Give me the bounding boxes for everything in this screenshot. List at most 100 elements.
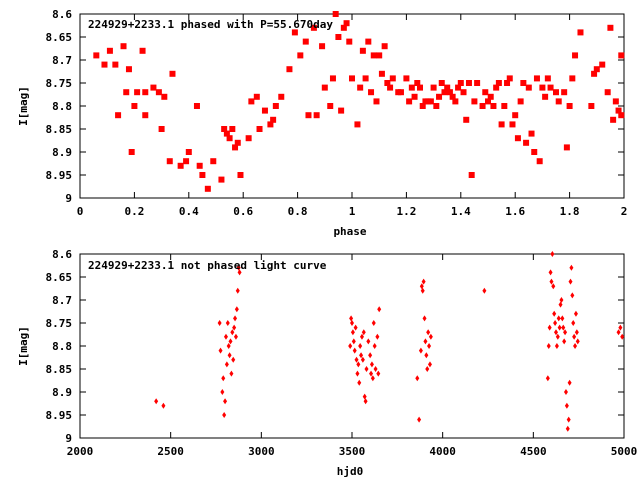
data-point <box>313 112 320 119</box>
data-point <box>542 93 549 100</box>
unphased-x-tick-label: 3000 <box>248 445 275 458</box>
data-point <box>120 43 127 50</box>
data-point <box>221 126 228 132</box>
data-point <box>562 338 567 345</box>
data-point <box>425 366 430 372</box>
data-point <box>373 366 378 372</box>
unphased-y-tick-label: 8.85 <box>46 363 73 376</box>
data-point <box>123 89 130 96</box>
unphased-x-tick-label: 4500 <box>520 445 547 458</box>
data-point <box>573 310 578 317</box>
data-point <box>229 370 234 377</box>
data-point <box>561 89 568 96</box>
data-point <box>563 329 568 336</box>
data-point <box>340 24 347 31</box>
data-point <box>426 329 431 336</box>
data-point <box>228 338 233 345</box>
data-point <box>142 112 149 119</box>
unphased-x-tick-label: 2000 <box>67 445 94 458</box>
data-point <box>335 34 342 40</box>
data-point <box>577 29 584 36</box>
data-point <box>366 338 371 345</box>
data-point <box>415 375 420 382</box>
phased-x-tick-label: 2 <box>621 205 628 218</box>
data-point <box>528 130 535 137</box>
phased-x-tick-label: 0.2 <box>124 205 144 218</box>
data-point <box>618 324 623 331</box>
data-point <box>253 93 260 100</box>
data-point <box>363 398 368 405</box>
data-point <box>377 306 382 313</box>
data-point <box>150 84 157 91</box>
data-point <box>261 107 268 114</box>
data-point <box>346 38 353 45</box>
phased-chart-title: 224929+2233.1 phased with P=55.670day <box>88 18 333 31</box>
data-point <box>570 292 575 299</box>
data-point <box>482 89 489 96</box>
data-point <box>223 130 230 137</box>
phased-y-tick-label: 8.9 <box>52 146 72 159</box>
data-point <box>545 375 550 382</box>
unphased-ticks <box>79 253 625 439</box>
data-point <box>620 333 625 340</box>
data-point <box>372 343 377 349</box>
data-point <box>438 80 445 86</box>
unphased-y-tick-label: 8.6 <box>52 248 72 261</box>
data-point <box>357 84 364 91</box>
data-point <box>236 264 241 271</box>
data-point <box>256 126 263 132</box>
phased-y-tick-label: 8.7 <box>52 54 72 67</box>
data-point <box>362 75 369 82</box>
data-point <box>369 361 374 368</box>
unphased-y-tick-label: 8.8 <box>52 340 72 353</box>
data-point <box>457 80 464 86</box>
data-point <box>558 301 563 308</box>
data-point <box>321 84 328 91</box>
data-point <box>368 89 375 96</box>
data-point <box>422 315 427 322</box>
data-point <box>553 89 559 96</box>
data-point <box>572 52 579 59</box>
data-point <box>368 352 373 359</box>
data-point <box>504 80 511 86</box>
data-point <box>225 320 230 326</box>
unphased-y-tick-label: 8.95 <box>46 409 73 422</box>
data-point <box>533 75 540 82</box>
data-point <box>158 126 165 132</box>
data-point <box>509 121 516 128</box>
data-point <box>428 333 433 340</box>
data-point <box>185 149 192 155</box>
phased-y-tick-label: 8.95 <box>46 169 73 182</box>
data-point <box>568 278 573 285</box>
data-point <box>567 379 572 386</box>
data-point <box>348 343 353 349</box>
data-point <box>555 333 560 340</box>
data-point <box>297 52 304 59</box>
data-point <box>418 347 423 354</box>
data-point <box>561 324 566 331</box>
unphased-y-tick-label: 8.9 <box>52 386 72 399</box>
data-point <box>556 315 561 322</box>
data-point <box>569 75 576 82</box>
data-point <box>547 324 552 331</box>
data-point <box>245 135 252 142</box>
data-point <box>551 283 556 290</box>
unphased-light-curve-panel: 2000 2500 3000 3500 4000 4500 5000 8.6 8.65 8.7 8.… <box>17 248 637 478</box>
data-point <box>131 103 138 109</box>
data-point <box>355 370 360 377</box>
phased-x-tick-label: 0.4 <box>179 205 199 218</box>
phased-x-tick-label: 1.2 <box>396 205 416 218</box>
data-point <box>155 89 162 96</box>
data-point <box>210 158 217 165</box>
data-point <box>270 116 277 123</box>
phased-x-tick-label: 1 <box>349 205 356 218</box>
data-point <box>520 80 527 86</box>
data-point <box>566 416 571 423</box>
data-point <box>106 47 113 54</box>
data-point <box>356 361 361 368</box>
data-point <box>222 412 227 418</box>
data-point <box>93 52 100 59</box>
data-point <box>593 66 600 73</box>
data-point <box>227 352 232 359</box>
data-point <box>352 347 357 354</box>
